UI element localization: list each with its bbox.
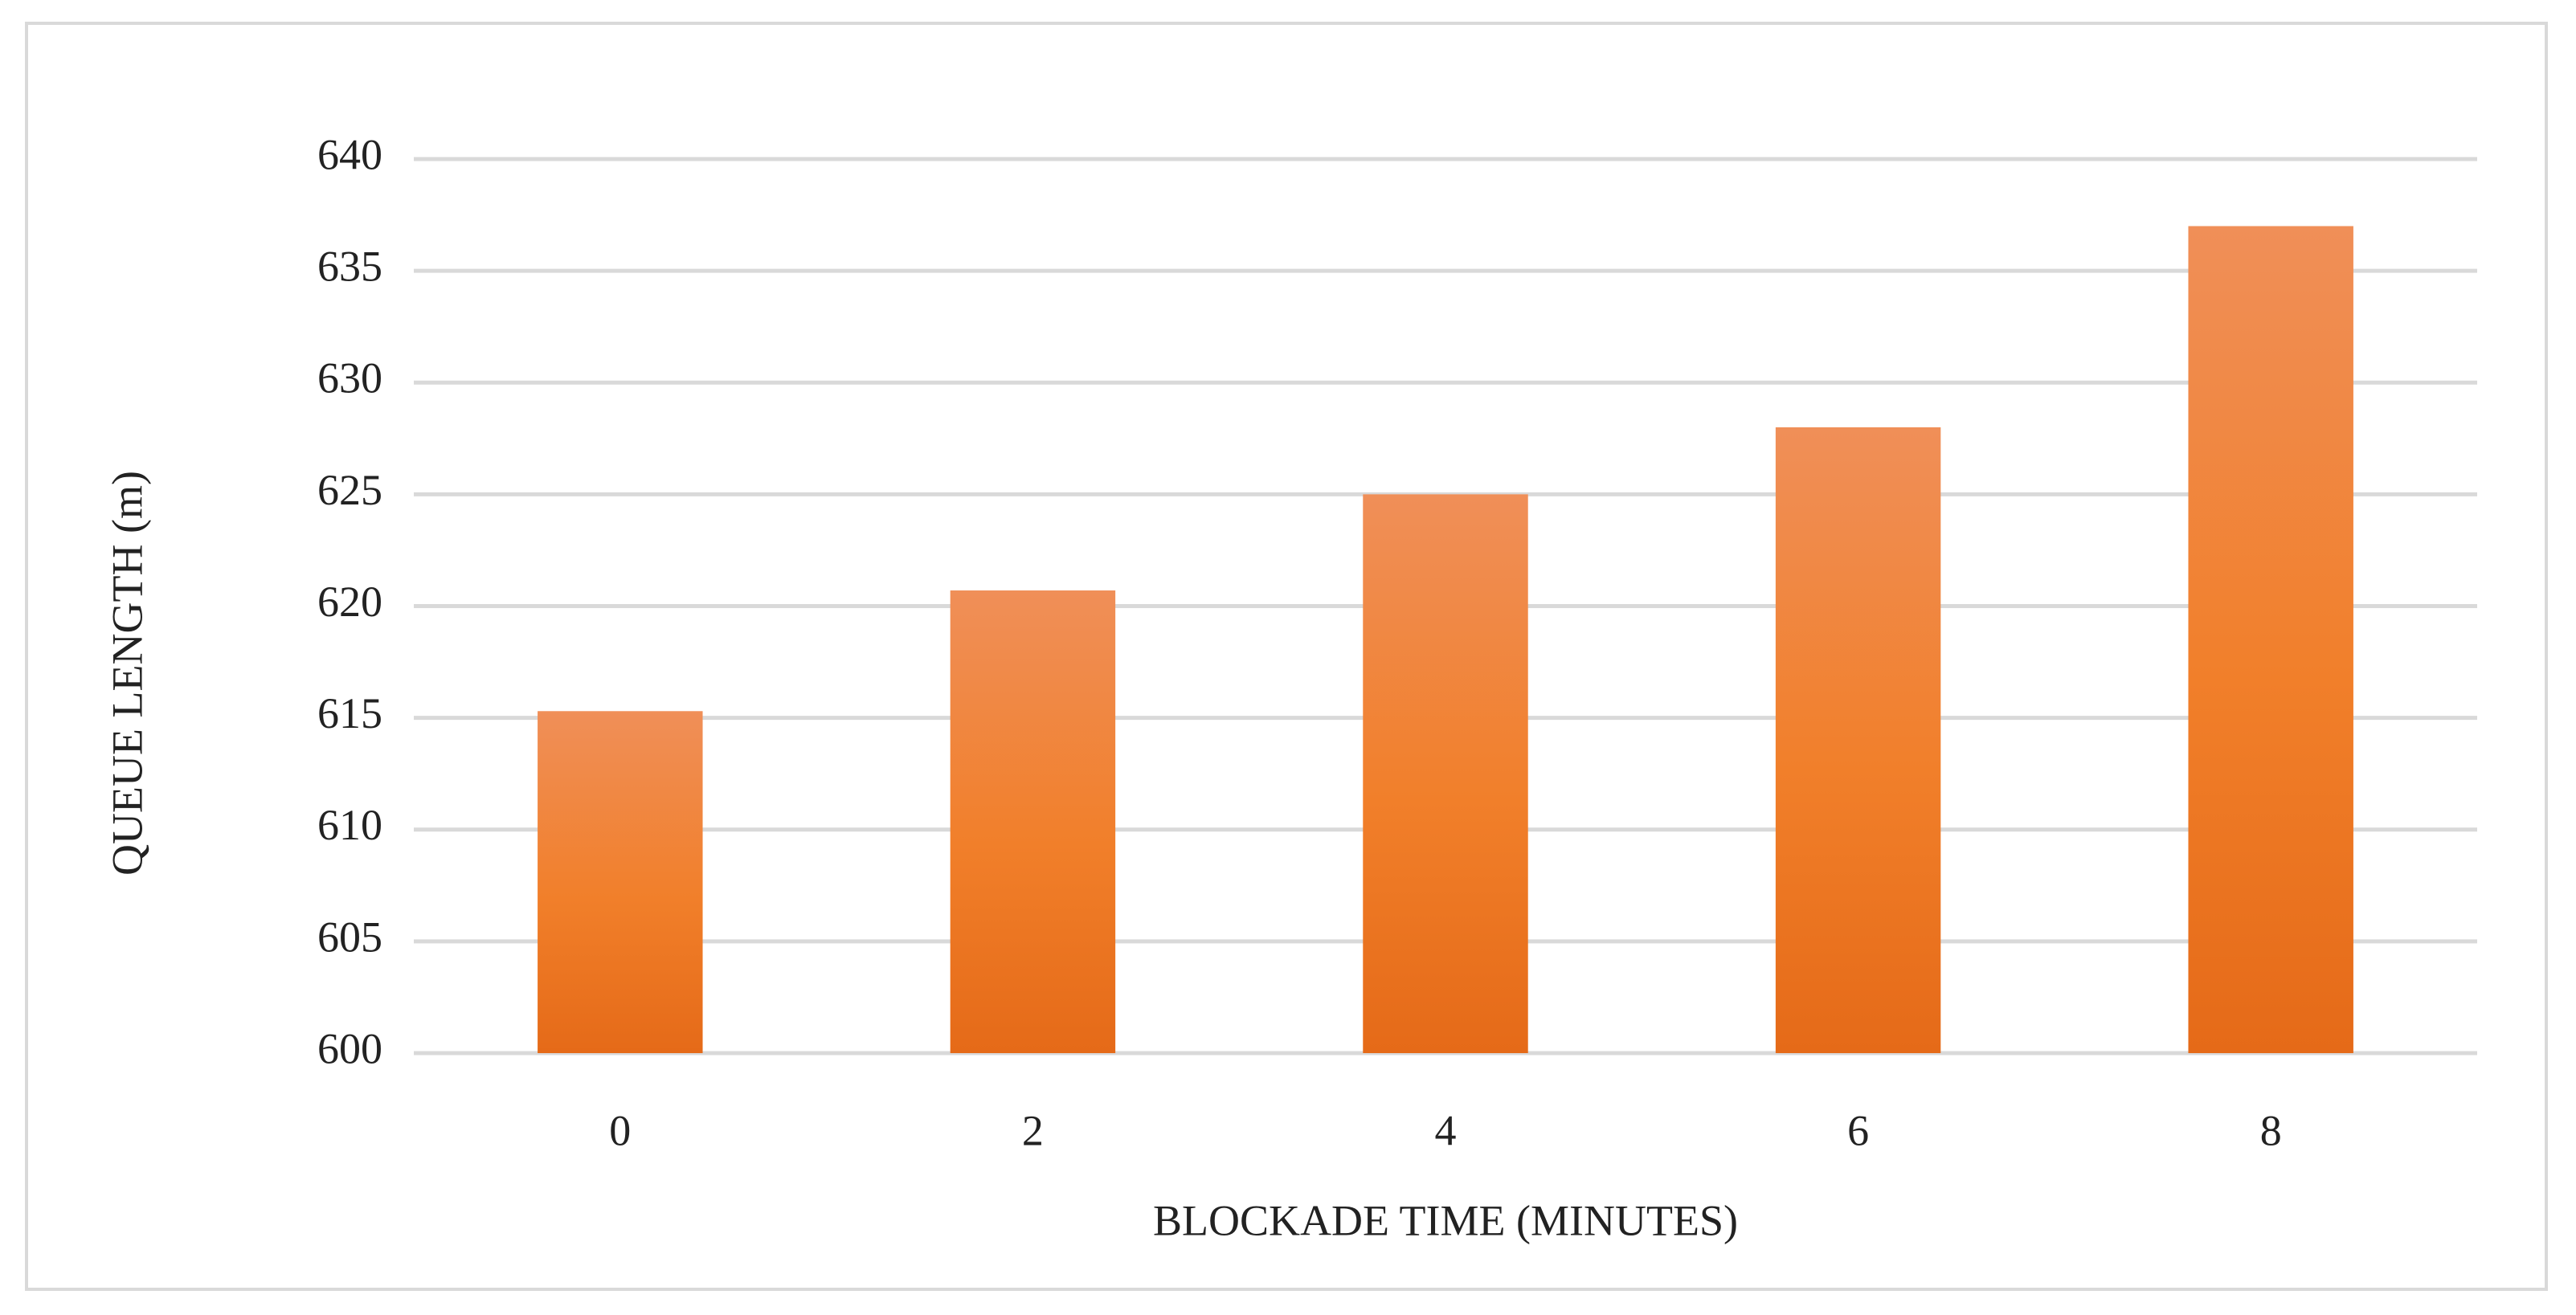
y-tick-label: 640	[317, 130, 382, 178]
chart-border	[25, 22, 2548, 1291]
y-tick-label: 625	[317, 466, 382, 514]
x-tick-label: 2	[1022, 1106, 1044, 1154]
y-tick-label: 635	[317, 243, 382, 291]
bar	[1775, 427, 1941, 1053]
bar	[2188, 226, 2353, 1054]
x-tick-label: 0	[609, 1106, 631, 1154]
y-tick-label: 630	[317, 354, 382, 402]
bar	[538, 711, 703, 1053]
x-axis-title: BLOCKADE TIME (MINUTES)	[1153, 1196, 1738, 1244]
x-tick-label: 8	[2260, 1106, 2282, 1154]
x-tick-label: 6	[1847, 1106, 1869, 1154]
y-tick-label: 620	[317, 578, 382, 626]
y-tick-label: 600	[317, 1024, 382, 1072]
y-axis-title: QUEUE LENGTH (m)	[103, 471, 151, 876]
y-tick-label: 610	[317, 801, 382, 849]
y-tick-label: 605	[317, 913, 382, 961]
bar	[1363, 494, 1528, 1053]
x-tick-label: 4	[1435, 1106, 1457, 1154]
y-tick-label: 615	[317, 689, 382, 737]
bar	[950, 590, 1116, 1053]
